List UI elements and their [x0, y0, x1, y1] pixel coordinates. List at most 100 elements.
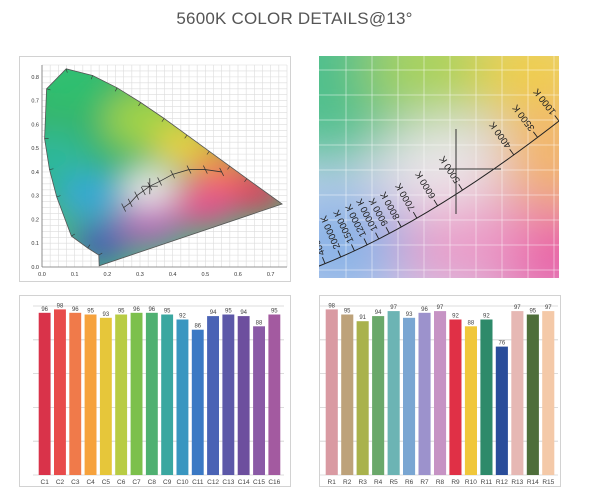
zoom-isotherm-tick [363, 238, 368, 245]
score-category-label: R7 [420, 479, 429, 486]
cie-isotherm [186, 165, 192, 174]
c-score-bar-chart: 96 C1 98 C2 96 C3 95 C4 93 C5 95 C6 96 C7 96 C8 95 C9 92 C1… [19, 295, 291, 487]
cct-zoom-diagram: 1000 K 3500 K 4000 K 5000 K 6000 K 7000 K 8000… [319, 56, 559, 278]
cie-y-tick-label: 0.6 [31, 122, 39, 128]
score-category-label: C7 [132, 479, 141, 486]
score-bar [495, 346, 508, 475]
zoom-gradient-blob [384, 121, 494, 211]
score-category-label: R3 [359, 479, 368, 486]
score-value-label: 97 [545, 305, 552, 311]
cie-y-tick-label: 0.0 [31, 265, 39, 271]
zoom-isotherm-tick [351, 244, 355, 252]
score-category-label: C11 [192, 479, 204, 486]
cie-y-tick-label: 0.7 [31, 99, 39, 105]
score-value-label: 95 [344, 309, 351, 315]
cie-gamut [44, 68, 283, 266]
score-bar [176, 319, 189, 475]
cie-locus-ticks [44, 68, 248, 256]
score-value-label: 95 [271, 309, 278, 315]
zoom-isotherm-tick [433, 199, 439, 207]
score-category-label: C8 [148, 479, 157, 486]
score-bar [434, 311, 447, 475]
cie-x-tick-label: 0.7 [267, 272, 275, 278]
cie-locus-tick [87, 244, 91, 249]
score-bar [38, 312, 51, 475]
score-bar [69, 312, 82, 475]
zoom-isotherm-tick [375, 232, 380, 240]
score-value-label: 95 [164, 309, 171, 315]
score-value-label: 94 [375, 310, 382, 316]
score-category-label: R8 [436, 479, 445, 486]
score-bar [191, 329, 204, 475]
score-value-label: 98 [57, 303, 64, 309]
score-bar [145, 312, 158, 475]
cie-x-tick-label: 0.0 [38, 272, 46, 278]
score-category-label: C6 [117, 479, 126, 486]
score-category-label: C12 [207, 479, 219, 486]
score-bar [268, 314, 281, 475]
score-bar [526, 314, 539, 475]
score-bar [372, 316, 385, 475]
zoom-gradient-blob [369, 181, 529, 278]
zoom-isotherm-tick [532, 131, 538, 138]
score-category-label: R13 [511, 479, 523, 486]
score-value-label: 97 [390, 305, 397, 311]
score-value-label: 94 [240, 310, 247, 316]
r-score-bar-chart: 98 R1 95 R2 91 R3 94 R4 97 R5 93 R6 96 R7 97 R8 92 R9 88 R1… [319, 295, 561, 487]
cie-gamut-blob [117, 198, 183, 246]
score-category-label: C3 [71, 479, 80, 486]
score-value-label: 93 [103, 312, 110, 318]
score-value-label: 88 [256, 320, 263, 326]
cie-locus-tick [114, 87, 118, 92]
score-bar [480, 319, 493, 475]
score-bar [54, 309, 66, 475]
cie-isotherm [127, 198, 133, 207]
score-bar [222, 314, 235, 475]
score-category-label: C9 [163, 479, 172, 486]
score-value-label: 96 [133, 307, 140, 313]
score-bar [464, 326, 477, 475]
cie-locus-tick [244, 178, 248, 183]
cie-gamut-blob [58, 171, 124, 220]
score-bar [403, 317, 416, 475]
score-bar [99, 317, 112, 475]
score-category-label: C10 [177, 479, 189, 486]
score-bar [325, 309, 338, 475]
score-category-label: R4 [374, 479, 383, 486]
score-value-label: 96 [421, 307, 428, 313]
cie-isotherm [203, 165, 208, 174]
score-bar [115, 314, 128, 475]
score-bar [161, 314, 174, 475]
cie-isotherms [121, 165, 224, 212]
score-value-label: 96 [148, 307, 155, 313]
cie-locus-tick [56, 195, 61, 198]
cie-isotherm [219, 167, 224, 177]
score-bar [237, 316, 250, 475]
cie-y-tick-label: 0.5 [31, 146, 39, 152]
score-value-label: 76 [499, 341, 506, 347]
score-value-label: 97 [514, 305, 521, 311]
score-value-label: 93 [406, 312, 413, 318]
cie-isotherm [170, 170, 175, 179]
score-category-label: C2 [56, 479, 65, 486]
zoom-planckian-locus [319, 120, 559, 267]
score-value-label: 92 [179, 314, 186, 320]
cie-locus-tick [227, 166, 231, 170]
cie-gamut-blob [44, 131, 91, 189]
cie-locus-tick [71, 233, 75, 237]
cie-gamut-blob [172, 179, 238, 227]
cie-x-tick-label: 0.4 [169, 272, 177, 278]
score-bar [511, 311, 524, 475]
score-bar [356, 321, 369, 475]
cie-x-tick-label: 0.2 [104, 272, 112, 278]
score-category-label: C5 [102, 479, 111, 486]
score-category-label: C16 [268, 479, 280, 486]
score-bar [130, 312, 143, 475]
cie-locus-tick [90, 75, 93, 80]
cie-gamut-blob [74, 224, 127, 263]
score-bar [387, 311, 400, 475]
score-category-label: R10 [465, 479, 477, 486]
score-category-label: R5 [389, 479, 398, 486]
zoom-grid [319, 56, 559, 278]
